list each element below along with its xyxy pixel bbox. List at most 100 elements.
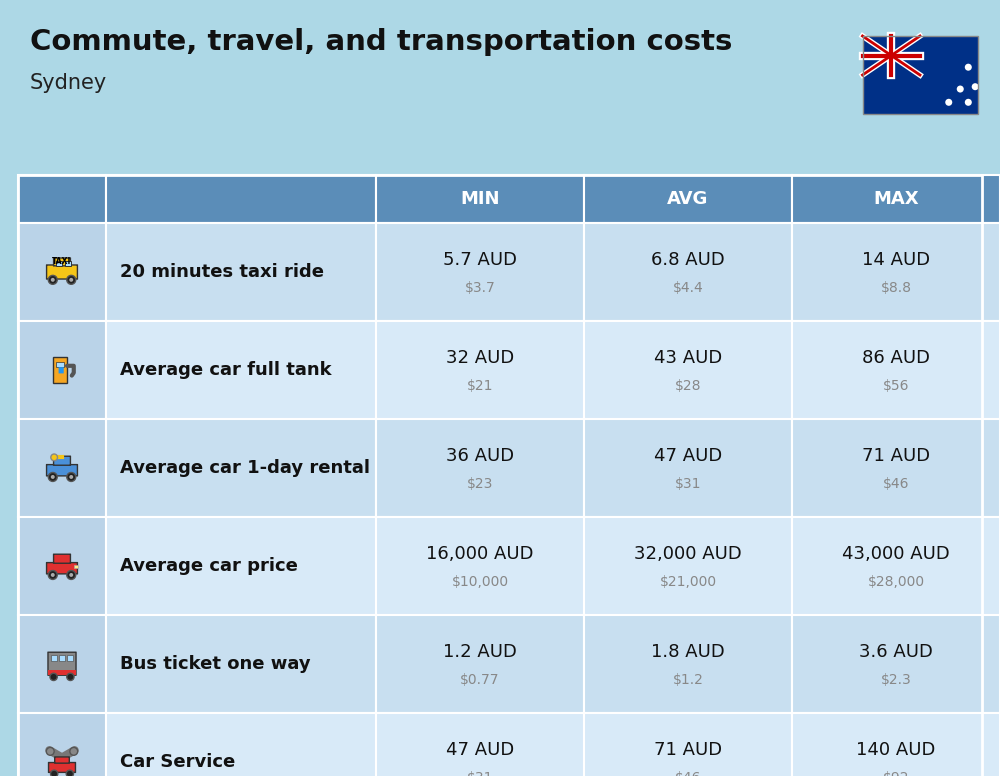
Bar [74,566,78,568]
Text: $56: $56 [883,379,909,393]
Text: MAX: MAX [873,190,919,208]
Text: $2.3: $2.3 [881,673,911,687]
Text: $21,000: $21,000 [659,575,717,589]
Bar [584,223,792,321]
Text: 86 AUD: 86 AUD [862,349,930,367]
FancyBboxPatch shape [47,563,77,574]
Text: $46: $46 [675,771,701,776]
Bar [106,517,376,615]
Circle shape [51,475,55,479]
Circle shape [957,85,964,92]
FancyBboxPatch shape [47,265,77,279]
Text: Bus ticket one way: Bus ticket one way [120,655,311,673]
Text: 43 AUD: 43 AUD [654,349,722,367]
Text: $28,000: $28,000 [867,575,925,589]
Circle shape [50,674,57,681]
Circle shape [46,747,54,755]
Bar [584,713,792,776]
Bar [376,321,584,419]
Text: $8.8: $8.8 [881,281,912,295]
Text: $46: $46 [883,476,909,490]
FancyBboxPatch shape [54,456,70,466]
Text: 71 AUD: 71 AUD [654,741,722,759]
Circle shape [67,275,76,284]
Bar [56,362,64,367]
Circle shape [67,674,74,681]
Circle shape [67,570,76,580]
Text: $1.2: $1.2 [673,673,703,687]
Circle shape [972,83,979,90]
Bar [584,321,792,419]
Text: 16,000 AUD: 16,000 AUD [426,546,534,563]
Circle shape [69,278,73,282]
Circle shape [51,573,55,577]
Circle shape [66,770,73,776]
Bar [376,713,584,776]
Text: 47 AUD: 47 AUD [654,447,722,466]
Bar [48,670,76,675]
Bar [376,517,584,615]
Text: $92: $92 [883,771,909,776]
Circle shape [48,570,57,580]
Bar [18,175,106,223]
Text: $23: $23 [467,476,493,490]
Circle shape [965,64,972,71]
Text: 20 minutes taxi ride: 20 minutes taxi ride [120,263,324,281]
Bar [18,713,106,776]
Bar [106,175,376,223]
Bar [18,419,106,517]
Bar [106,419,376,517]
Circle shape [70,747,78,755]
Circle shape [51,454,58,461]
Circle shape [67,473,76,481]
Bar [584,517,792,615]
Bar [18,517,106,615]
Text: $4.4: $4.4 [673,281,703,295]
Bar [792,321,1000,419]
FancyBboxPatch shape [54,258,70,266]
Circle shape [51,278,55,282]
Text: 6.8 AUD: 6.8 AUD [651,251,725,269]
Circle shape [48,275,57,284]
Text: $28: $28 [675,379,701,393]
Text: $0.77: $0.77 [460,673,500,687]
Bar [584,175,792,223]
Bar [18,175,982,776]
Bar [65,262,71,266]
Circle shape [945,99,952,106]
Text: 32,000 AUD: 32,000 AUD [634,546,742,563]
FancyBboxPatch shape [54,554,70,563]
Text: 14 AUD: 14 AUD [862,251,930,269]
Bar [376,175,584,223]
Text: AVG: AVG [667,190,709,208]
Text: $21: $21 [467,379,493,393]
Text: Average car price: Average car price [120,557,298,575]
Bar [862,36,978,114]
Bar [59,655,65,661]
Circle shape [69,573,73,577]
Text: 1.2 AUD: 1.2 AUD [443,643,517,661]
Text: Car Service: Car Service [120,753,235,771]
Text: 36 AUD: 36 AUD [446,447,514,466]
Text: Average car 1-day rental: Average car 1-day rental [120,459,370,477]
Text: Commute, travel, and transportation costs: Commute, travel, and transportation cost… [30,28,732,56]
Bar [67,655,73,661]
Text: 3.6 AUD: 3.6 AUD [859,643,933,661]
Text: $10,000: $10,000 [451,575,509,589]
FancyBboxPatch shape [59,367,64,373]
Circle shape [48,473,57,481]
Text: Sydney: Sydney [30,73,107,93]
Text: $3.7: $3.7 [465,281,495,295]
Circle shape [965,99,972,106]
Bar [56,262,62,266]
Bar [18,321,106,419]
Text: 140 AUD: 140 AUD [856,741,936,759]
Bar [18,615,106,713]
Bar [106,615,376,713]
Text: TAXI: TAXI [52,257,72,266]
FancyBboxPatch shape [47,465,77,476]
Text: 71 AUD: 71 AUD [862,447,930,466]
Bar [792,713,1000,776]
Bar [376,223,584,321]
Bar [106,713,376,776]
